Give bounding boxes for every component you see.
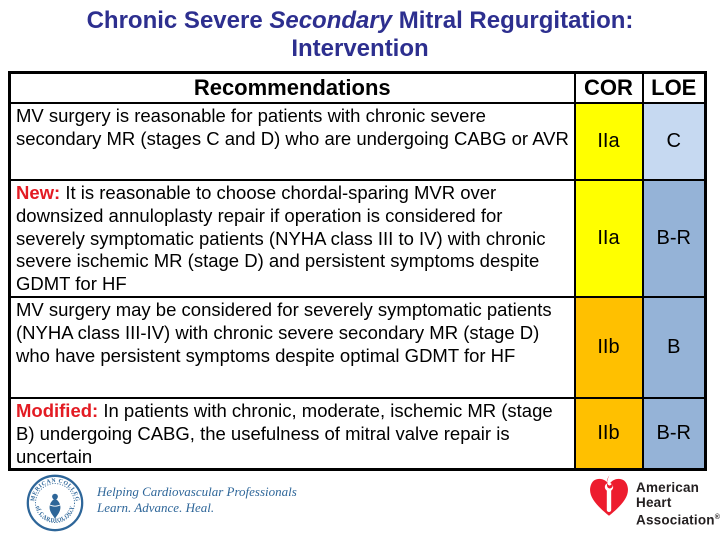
table-row: Modified: In patients with chronic, mode…	[8, 396, 707, 471]
recommendations-table: Recommendations COR LOE MV surgery is re…	[8, 71, 707, 472]
aha-line2: Heart	[636, 495, 672, 510]
table-row: MV surgery is reasonable for patients wi…	[8, 102, 707, 181]
loe-cell: B-R	[641, 179, 707, 298]
aha-logo: American Heart Association®	[588, 473, 720, 528]
row-prefix: New:	[16, 182, 61, 203]
recommendation-text: MV surgery may be considered for severel…	[16, 298, 552, 366]
aha-wordmark: American Heart Association®	[636, 480, 720, 528]
recommendation-text: It is reasonable to choose chordal-spari…	[16, 182, 546, 295]
cor-cell: IIb	[573, 295, 644, 399]
col-header-loe: LOE	[641, 71, 707, 104]
acc-tagline-line1: Helping Cardiovascular Professionals	[97, 484, 297, 499]
aha-heart-icon	[588, 473, 630, 528]
acc-tagline: Helping Cardiovascular Professionals Lea…	[97, 484, 297, 515]
registered-mark: ®	[714, 514, 720, 521]
table-header-row: Recommendations COR LOE	[8, 71, 707, 104]
loe-cell: C	[641, 102, 707, 181]
title-line1-italic: Secondary	[269, 7, 393, 34]
col-header-cor: COR	[573, 71, 644, 104]
title-line1-post: Mitral Regurgitation:	[392, 7, 634, 34]
col-header-recommendations: Recommendations	[8, 71, 576, 104]
page-title: Chronic Severe Secondary Mitral Regurgit…	[0, 7, 720, 63]
recommendation-cell: New: It is reasonable to choose chordal-…	[8, 179, 576, 298]
row-prefix: Modified:	[16, 399, 99, 421]
recommendation-cell: MV surgery may be considered for severel…	[8, 295, 576, 399]
aha-line3: Association®	[636, 512, 720, 528]
recommendation-cell: MV surgery is reasonable for patients wi…	[8, 102, 576, 181]
table-row: New: It is reasonable to choose chordal-…	[8, 179, 707, 298]
recommendation-text: MV surgery is reasonable for patients wi…	[16, 105, 569, 149]
loe-cell: B	[641, 295, 707, 399]
cor-cell: IIa	[573, 179, 644, 298]
acc-tagline-line2: Learn. Advance. Heal.	[97, 499, 215, 515]
aha-line1: American	[636, 480, 700, 495]
acc-seal-icon: AMERICAN COLLEGE of CARDIOLOGY	[24, 470, 84, 536]
acc-logo: AMERICAN COLLEGE of CARDIOLOGY	[24, 470, 84, 537]
cor-cell: IIa	[573, 102, 644, 181]
recommendation-text: In patients with chronic, moderate, isch…	[16, 399, 553, 467]
table-row: MV surgery may be considered for severel…	[8, 295, 707, 399]
title-line2: Intervention	[291, 35, 429, 62]
recommendation-cell: Modified: In patients with chronic, mode…	[8, 396, 576, 471]
title-line1-pre: Chronic Severe	[86, 7, 270, 34]
loe-cell: B-R	[641, 396, 707, 471]
cor-cell: IIb	[573, 396, 644, 471]
